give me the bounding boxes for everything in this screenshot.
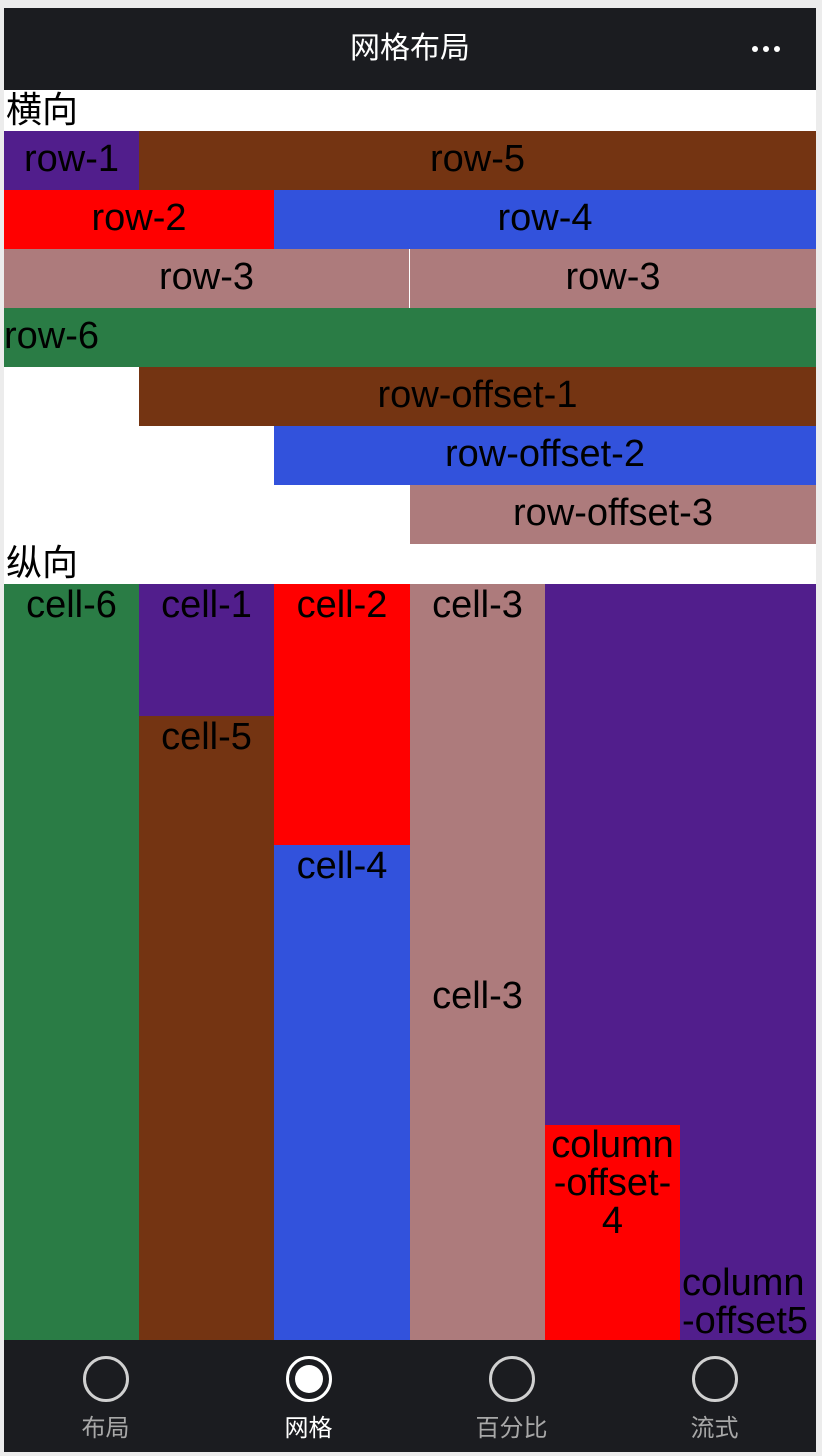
row-offset-2-block: row-offset-2 [274, 426, 816, 485]
tab-label: 网格 [284, 1414, 333, 1442]
row-block-1: row-1 [4, 131, 139, 190]
tab-flow[interactable]: 流式 [613, 1340, 816, 1452]
row-block-3-left: row-3 [4, 249, 409, 308]
more-options-icon[interactable] [752, 46, 780, 54]
row-label: row-1 [23, 138, 120, 180]
row-offset-1-block: row-offset-1 [139, 367, 816, 426]
tab-layout[interactable]: 布局 [4, 1340, 207, 1452]
phone-frame: 网格布局 横向 row-1 row-5 row-2 row-4 row-3 ro… [4, 8, 816, 1452]
row-block-5: row-5 [139, 131, 816, 190]
cell-offset-spacer-5 [680, 584, 816, 1264]
row-label: row-3 [565, 256, 661, 298]
cell-label: cell-3 [432, 975, 523, 1017]
circle-icon [82, 1356, 129, 1402]
circle-filled-icon [285, 1356, 332, 1402]
row-label: row-4 [497, 197, 593, 239]
cell-label: cell-6 [26, 584, 117, 626]
row-label: row-5 [429, 138, 526, 180]
cell-label: column-offset-4 [551, 1125, 674, 1242]
section-title-vertical: 纵向 [6, 543, 79, 584]
cell-block-6: cell-6 [4, 584, 139, 1340]
row-block-3-right: row-3 [410, 249, 816, 308]
tab-label: 百分比 [475, 1414, 548, 1442]
cell-block-2: cell-2 [274, 584, 410, 845]
page-title: 网格布局 [350, 31, 470, 66]
nav-bar: 网格布局 [4, 8, 816, 90]
cell-label: cell-5 [161, 716, 252, 758]
row-label: row-3 [158, 256, 255, 298]
row-label: row-offset-3 [513, 492, 713, 534]
cell-block-4: cell-4 [274, 845, 410, 1340]
cell-offset-spacer-4 [545, 584, 680, 1125]
row-label: row-offset-2 [445, 433, 645, 475]
tab-bar: 布局 网格 百分比 流式 [4, 1340, 816, 1452]
tab-percentage[interactable]: 百分比 [410, 1340, 613, 1452]
cell-block-5: cell-5 [139, 716, 274, 1340]
cell-label: cell-2 [296, 584, 388, 626]
circle-icon [488, 1356, 535, 1402]
row-label: row-offset-1 [377, 374, 578, 416]
row-block-2: row-2 [4, 190, 274, 249]
circle-icon [691, 1356, 738, 1402]
tab-grid[interactable]: 网格 [207, 1340, 410, 1452]
tab-label: 流式 [690, 1414, 739, 1442]
row-offset-3-block: row-offset-3 [410, 485, 816, 544]
cell-block-3-bottom: cell-3 [410, 975, 545, 1340]
cell-label: cell-3 [432, 584, 523, 626]
row-block-6: row-6 [4, 308, 816, 367]
cell-label: column-offset5 [682, 1264, 809, 1340]
tab-label: 布局 [81, 1414, 130, 1442]
row-label: row-2 [91, 197, 187, 239]
section-title-horizontal: 横向 [6, 90, 79, 131]
column-offset-4-block: column-offset-4 [545, 1125, 680, 1340]
cell-block-3-top: cell-3 [410, 584, 545, 975]
cell-label: cell-1 [161, 584, 252, 626]
row-label: row-6 [4, 315, 100, 357]
cell-block-1: cell-1 [139, 584, 274, 716]
column-offset5-block: column-offset5 [680, 1264, 816, 1340]
row-block-4: row-4 [274, 190, 816, 249]
cell-label: cell-4 [296, 845, 388, 887]
